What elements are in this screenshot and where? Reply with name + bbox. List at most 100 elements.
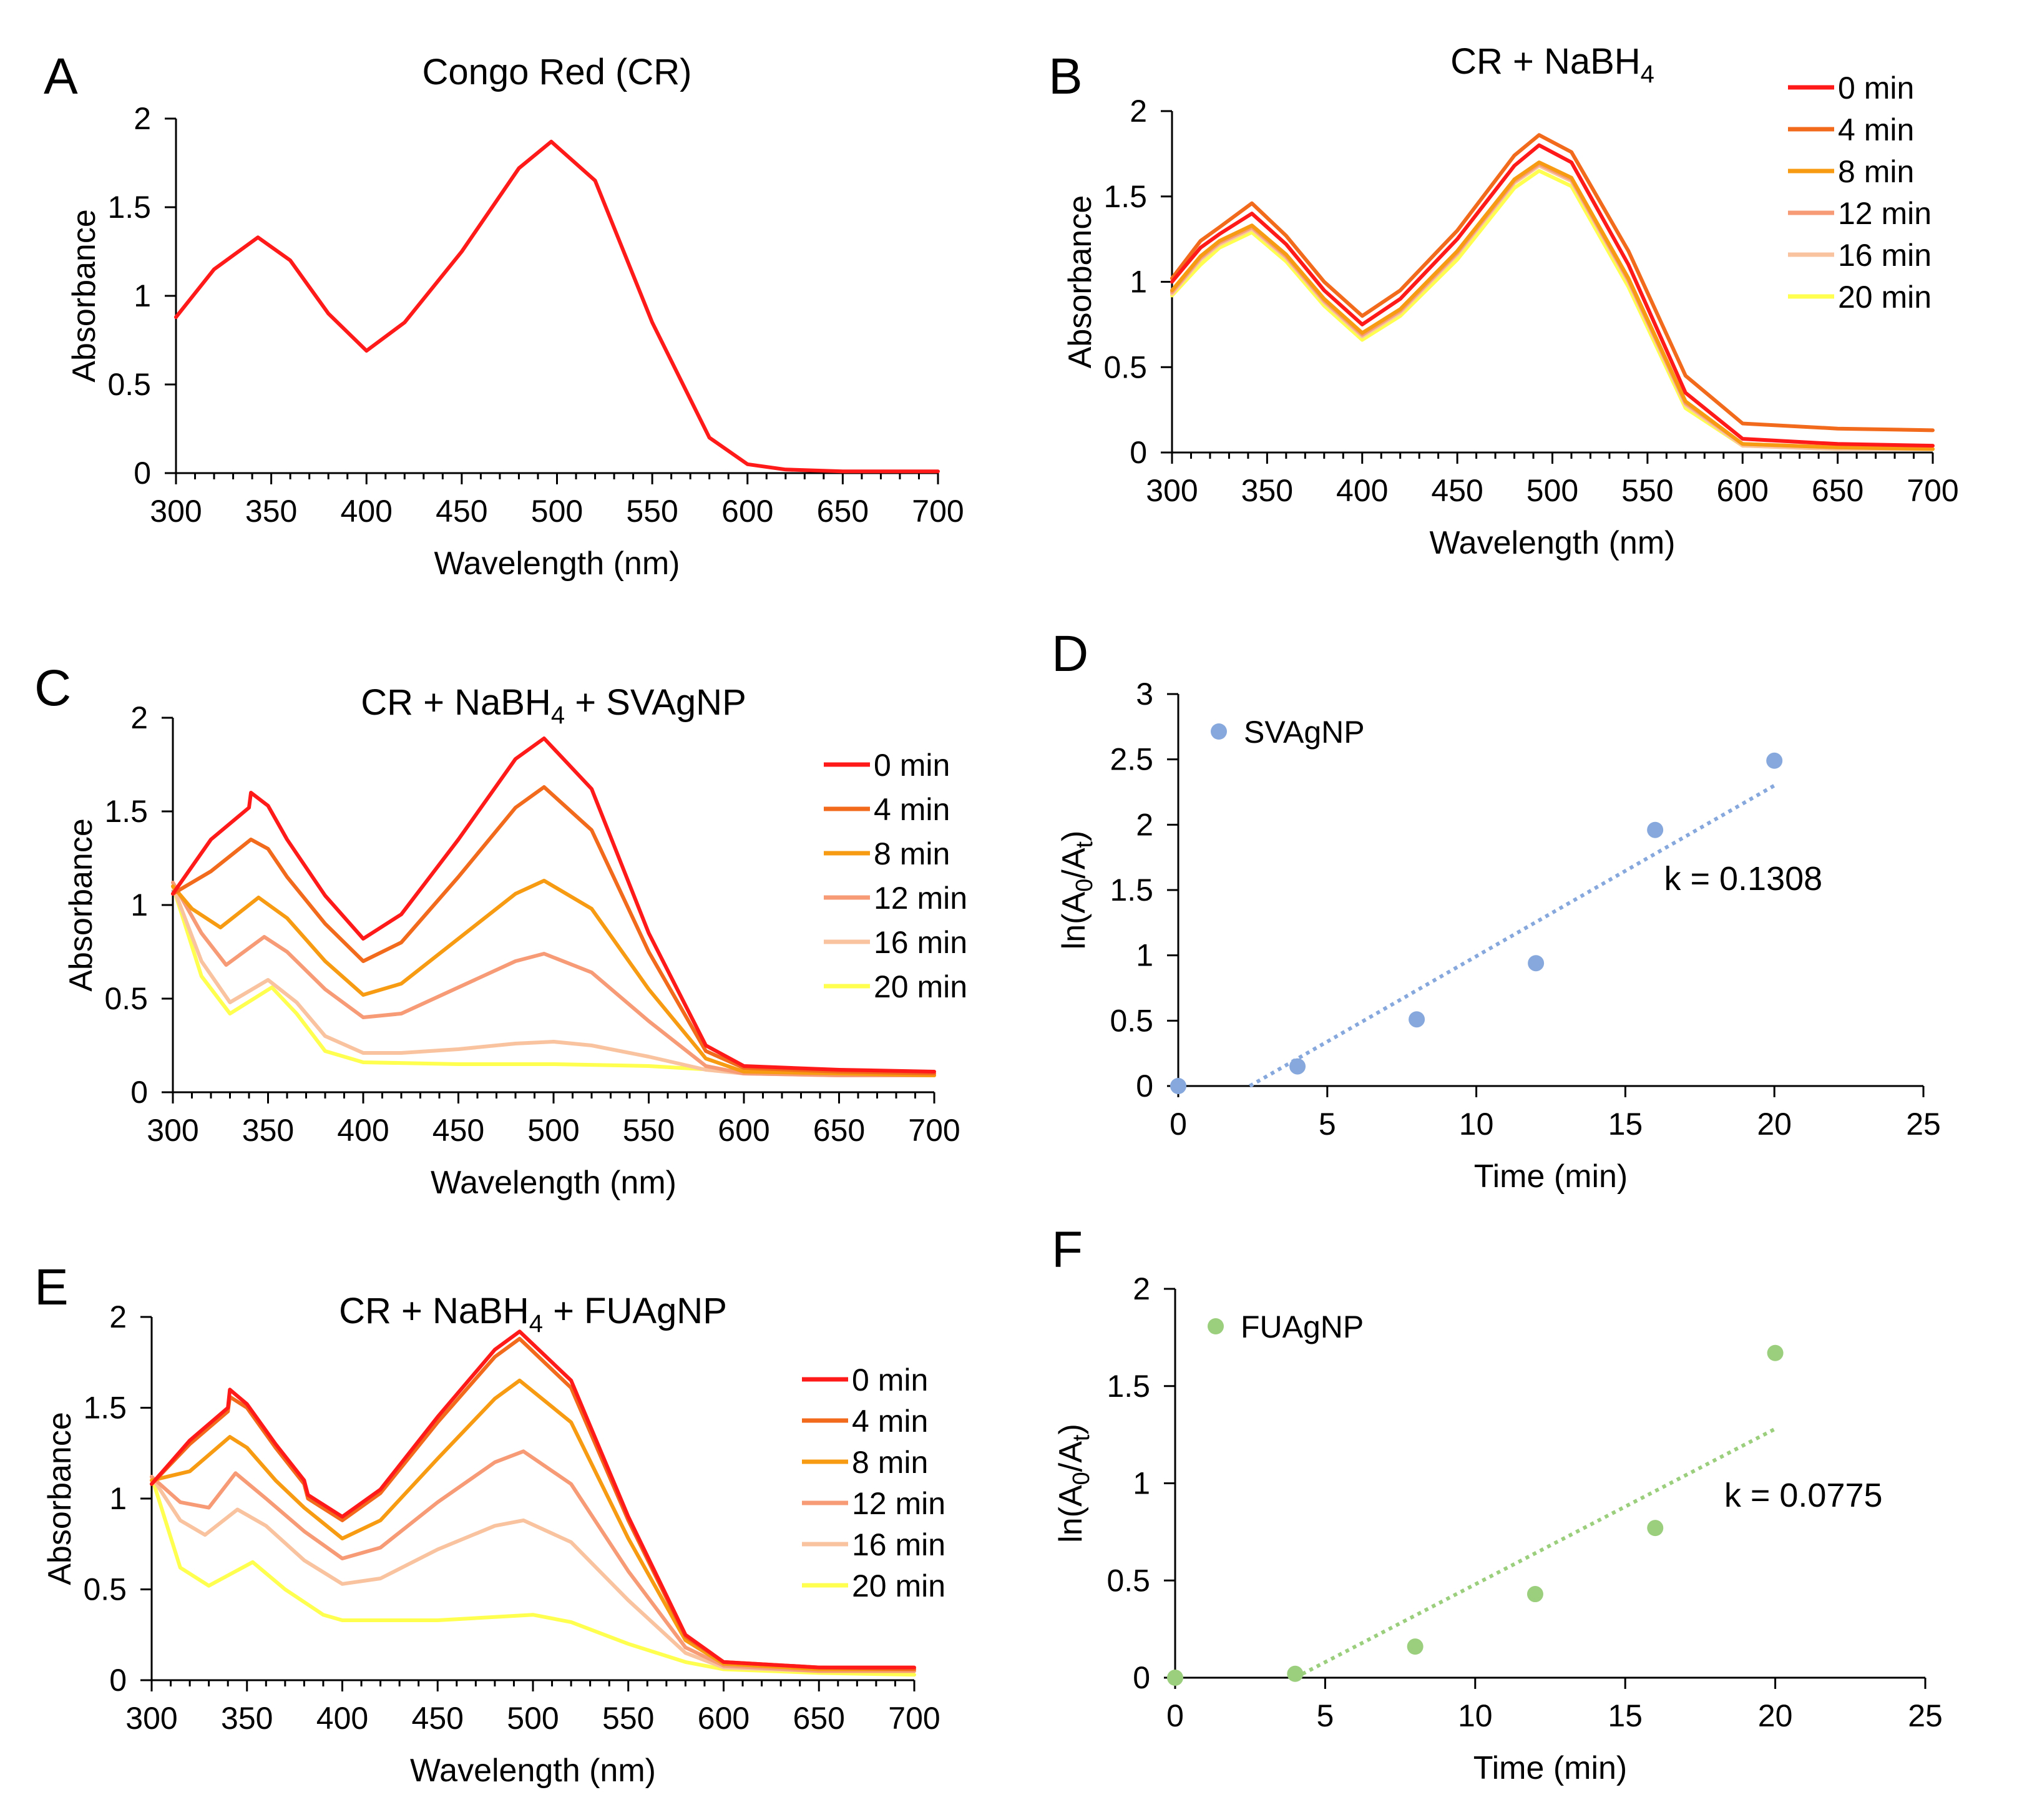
legend-marker [1208,1318,1224,1334]
data-point [1647,1520,1664,1537]
y-tick-label: 1 [1133,1466,1150,1501]
data-point [1766,752,1783,769]
x-tick-label: 300 [150,494,202,529]
y-tick-label: 1.5 [104,794,148,829]
y-axis-label-part: 0 [1072,879,1098,892]
y-tick-label: 0 [109,1663,127,1698]
y-tick-label: 0 [1136,1069,1153,1103]
x-tick-label: 600 [721,494,773,529]
data-point [1526,1586,1543,1603]
panel-C: C CR + NaBH4 + SVAgNP 300 350 400 450 500 550 60… [34,660,967,1201]
x-tick-label: 700 [1907,473,1958,508]
y-tick-label: 0.5 [1103,350,1147,384]
trendline [1249,783,1775,1088]
y-axis-label-part: /A [1053,1441,1089,1472]
series-line-12-min [171,881,936,1077]
legend-label: 4 min [1838,112,1914,147]
y-tick-label: 1.5 [1106,1369,1150,1404]
series-line-16-min [171,884,936,1077]
x-tick-label: 550 [626,494,678,529]
chart-title: CR + NaBH4 + FUAgNP [339,1291,727,1338]
x-tick-label: 650 [813,1113,865,1148]
x-tick-label: 300 [1146,473,1198,508]
rate-constant-annotation: k = 0.0775 [1724,1477,1883,1514]
y-tick-label: 3 [1136,677,1153,712]
legend-label: 8 min [1838,154,1914,189]
data-point [1289,1058,1306,1075]
panel-A: A Congo Red (CR) 300 350 400 450 500 550 600 650 7… [44,48,964,582]
x-axis-label: Wavelength (nm) [434,546,680,582]
panel-letter: D [1052,625,1088,682]
title-subscript: 4 [529,1310,543,1338]
y-axis-label: Absorbance [1062,195,1098,369]
x-axis-label: Wavelength (nm) [431,1165,676,1201]
chart-title: Congo Red (CR) [422,52,692,92]
rate-constant-annotation: k = 0.1308 [1664,860,1822,898]
legend-label: 8 min [852,1445,928,1480]
y-tick-label: 2 [109,1299,127,1334]
x-tick-label: 20 [1757,1107,1792,1142]
y-tick-label: 1 [1130,265,1147,300]
x-tick-label: 700 [888,1701,940,1736]
x-tick-label: 550 [1621,473,1673,508]
legend-label: 0 min [1838,71,1914,105]
y-tick-label: 0 [134,456,151,491]
legend-label: 20 min [1838,280,1932,315]
y-tick-label: 2 [1136,807,1153,842]
y-tick-label: 2 [1133,1271,1150,1306]
legend-label: 20 min [874,969,967,1004]
title-text: CR + NaBH [361,682,551,723]
title-subscript: 4 [551,702,565,729]
x-axis-label: Wavelength (nm) [410,1753,656,1789]
x-tick-label: 550 [623,1113,675,1148]
y-tick-label: 1 [109,1481,127,1516]
data-point [1287,1665,1304,1682]
x-tick-label: 500 [1526,473,1578,508]
series-line-8-min [1170,160,1935,451]
y-tick-label: 0.5 [107,367,151,402]
series-line-16-min [150,1475,916,1673]
series-line-CR [174,139,940,474]
x-tick-label: 0 [1170,1107,1187,1142]
trendline [1294,1427,1776,1680]
legend-label: 12 min [874,881,967,916]
panel-letter: F [1052,1221,1083,1278]
y-axis-label-part: ) [1053,1424,1089,1434]
x-axis-label: Time (min) [1473,1750,1628,1786]
legend-label: 8 min [874,836,950,871]
series-line-4-min [171,785,936,1075]
legend-label: 16 min [852,1527,945,1562]
legend-label: 0 min [852,1363,928,1397]
data-point [1167,1670,1183,1686]
x-tick-label: 550 [602,1701,654,1736]
x-tick-label: 450 [412,1701,464,1736]
x-tick-label: 15 [1608,1698,1643,1733]
panel-letter: C [34,660,71,717]
x-tick-label: 700 [908,1113,960,1148]
y-tick-label: 0 [130,1075,148,1110]
y-axis-label: Absorbance [63,818,99,992]
series-line-12-min [1170,162,1935,451]
y-axis-label-part: /A [1056,848,1092,878]
legend-label: 20 min [852,1568,945,1603]
chart-title: CR + NaBH4 + SVAgNP [361,682,746,729]
y-tick-label: 2.5 [1110,742,1153,777]
y-axis-label: ln(A0/At) [1056,831,1098,950]
x-tick-label: 500 [531,494,583,529]
title-tail: + SVAgNP [565,682,746,723]
legend-marker [1211,723,1227,740]
title-text: CR + NaBH [339,1291,529,1331]
data-point [1528,955,1545,972]
y-tick-label: 0.5 [83,1572,127,1607]
x-tick-label: 25 [1906,1107,1941,1142]
x-tick-label: 400 [341,494,393,529]
legend-label: 0 min [874,748,950,783]
x-tick-label: 450 [432,1113,484,1148]
y-tick-label: 1 [130,888,148,922]
x-tick-label: 300 [125,1701,177,1736]
y-tick-label: 1.5 [107,190,151,225]
x-tick-label: 600 [1717,473,1769,508]
chart-title: CR + NaBH4 [1450,41,1654,88]
